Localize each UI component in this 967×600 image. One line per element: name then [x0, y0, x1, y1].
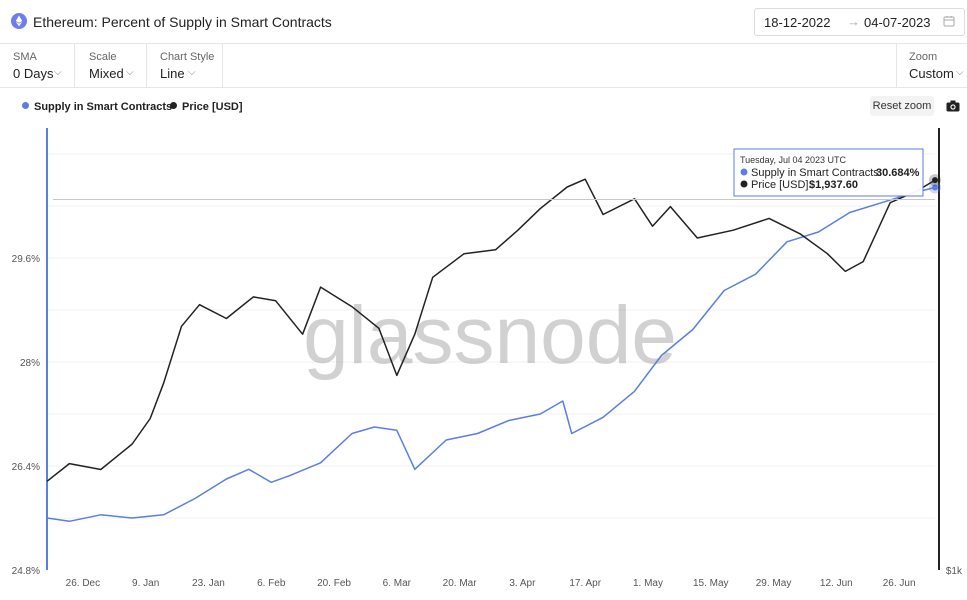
chart-style-value[interactable]: Line — [160, 66, 185, 81]
date-range-picker[interactable]: 18-12-2022 → 04-07-2023 — [754, 8, 965, 36]
x-tick-label: 20. Mar — [443, 578, 478, 589]
divider — [146, 44, 147, 87]
series-line-supply — [46, 186, 936, 523]
hover-marker-supply — [932, 184, 938, 191]
legend-label-price: Price [USD] — [182, 101, 243, 113]
x-tick-label: 6. Feb — [257, 578, 286, 589]
chevron-down-icon: ⌵ — [188, 67, 196, 78]
x-tick-label: 3. Apr — [509, 578, 536, 589]
sma-dropdown[interactable]: SMA 0 Days ⌵ — [13, 44, 73, 87]
x-tick-label: 26. Jun — [883, 578, 916, 589]
y-tick-label: 29.6% — [12, 254, 40, 265]
tooltip-price-label: Price [USD]: — [751, 179, 812, 191]
legend-label-supply: Supply in Smart Contracts — [34, 101, 173, 113]
x-tick-label: 6. Mar — [383, 578, 412, 589]
date-to-input[interactable]: 04-07-2023 — [864, 15, 931, 30]
zoom-dropdown[interactable]: Zoom Custom ⌵ — [909, 44, 967, 87]
tooltip-supply-value: 30.684% — [876, 167, 920, 179]
y-tick-label: 28% — [20, 358, 40, 369]
page-title: Ethereum: Percent of Supply in Smart Con… — [33, 14, 332, 30]
zoom-label: Zoom — [909, 51, 938, 63]
x-tick-label: 29. May — [756, 578, 792, 589]
series-line-price — [46, 178, 936, 482]
tooltip-price-value: $1,937.60 — [809, 179, 858, 191]
tooltip-supply-label: Supply in Smart Contracts: — [751, 167, 882, 179]
divider — [896, 44, 897, 87]
chevron-down-icon: ⌵ — [54, 67, 62, 78]
scale-dropdown[interactable]: Scale Mixed ⌵ — [89, 44, 149, 87]
chart-style-dropdown[interactable]: Chart Style Line ⌵ — [160, 44, 230, 87]
scale-value[interactable]: Mixed — [89, 66, 124, 81]
x-tick-label: 17. Apr — [569, 578, 601, 589]
ethereum-icon — [11, 13, 27, 29]
chart-style-label: Chart Style — [160, 51, 215, 63]
date-arrow: → — [847, 14, 860, 29]
x-tick-label: 23. Jan — [192, 578, 225, 589]
sma-label: SMA — [13, 51, 37, 63]
x-tick-label: 1. May — [633, 578, 663, 589]
title-bar: Ethereum: Percent of Supply in Smart Con… — [0, 0, 967, 44]
sma-value[interactable]: 0 Days — [13, 66, 54, 81]
date-from-input[interactable]: 18-12-2022 — [764, 15, 831, 30]
x-tick-label: 20. Feb — [317, 578, 351, 589]
x-tick-label: 15. May — [693, 578, 729, 589]
legend-item-price[interactable]: Price [USD] — [170, 101, 243, 113]
legend-dot-price — [170, 102, 177, 109]
x-tick-label: 9. Jan — [132, 578, 159, 589]
y-right-tick-label: $1k — [946, 566, 963, 577]
camera-icon[interactable] — [946, 99, 960, 117]
tooltip: Tuesday, Jul 04 2023 UTC Supply in Smart… — [733, 148, 924, 197]
divider — [74, 44, 75, 87]
legend-dot-supply — [22, 102, 29, 109]
zoom-value[interactable]: Custom — [909, 66, 954, 81]
scale-label: Scale — [89, 51, 117, 63]
chevron-down-icon: ⌵ — [956, 67, 964, 78]
y-tick-label: 26.4% — [12, 462, 40, 473]
reset-zoom-button[interactable]: Reset zoom — [870, 96, 934, 116]
tooltip-supply-dot — [740, 168, 748, 176]
divider — [222, 44, 223, 87]
watermark: glassnode — [303, 290, 677, 381]
controls-bar: SMA 0 Days ⌵ Scale Mixed ⌵ Chart Style L… — [0, 44, 967, 88]
y-tick-label: 24.8% — [12, 566, 40, 577]
chart-plot[interactable]: glassnode 24.8% 26.4% 28% 29.6% $1k 26. Dec 9.… — [0, 120, 967, 600]
tooltip-price-dot — [740, 180, 748, 188]
calendar-icon[interactable] — [943, 15, 955, 30]
x-tick-label: 26. Dec — [66, 578, 100, 589]
chevron-down-icon: ⌵ — [126, 67, 134, 78]
x-tick-label: 12. Jun — [820, 578, 853, 589]
legend-item-supply[interactable]: Supply in Smart Contracts — [22, 101, 172, 113]
hover-marker-price — [932, 177, 938, 184]
tooltip-date: Tuesday, Jul 04 2023 UTC — [740, 155, 847, 165]
